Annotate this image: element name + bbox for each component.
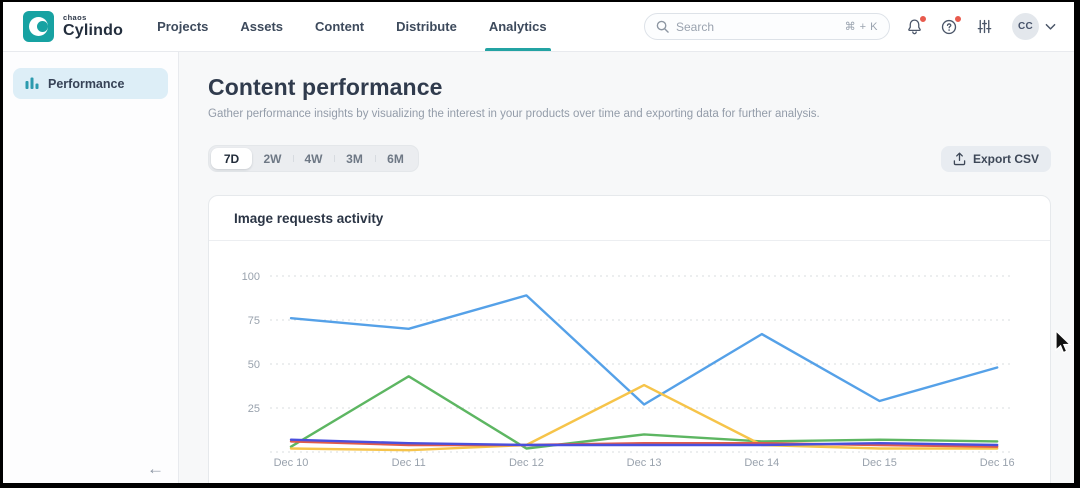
help-button[interactable] [938,14,962,38]
brand-chaos-label: chaos [63,12,87,22]
date-range-segmented-control: 7D 2W 4W 3M 6M [208,145,419,172]
y-axis-tick: 100 [242,271,260,283]
red-series-line [289,440,999,448]
range-6m-button[interactable]: 6M [375,148,416,169]
search-placeholder: Search [676,19,715,34]
x-axis-tick: Dec 12 [509,457,544,469]
settings-filter-button[interactable] [973,16,995,38]
brand-cylindo-label: Cylindo [63,22,124,40]
x-axis-tick: Dec 11 [392,457,426,469]
search-icon [656,20,669,33]
avatar[interactable]: CC [1012,13,1039,40]
primary-nav: Projects Assets Content Distribute Analy… [157,2,551,51]
y-axis-tick: 50 [248,359,260,371]
nav-distribute[interactable]: Distribute [396,19,457,34]
top-navigation-bar: chaos Cylindo Projects Assets Content Di… [3,2,1074,52]
sidebar-item-label: Performance [48,76,125,91]
page-subtitle: Gather performance insights by visualizi… [208,108,820,120]
nav-analytics[interactable]: Analytics [484,2,551,51]
help-badge [954,14,962,23]
nav-projects[interactable]: Projects [157,19,209,34]
cylindo-logo[interactable]: chaos Cylindo [23,11,123,42]
indigo-series-line [289,438,999,447]
sidebar: Performance ← [3,52,179,483]
chevron-down-icon [1045,23,1056,30]
main-content: Content performance Gather performance i… [179,52,1074,483]
y-axis-tick: 25 [248,403,260,415]
cylindo-logo-icon [23,11,54,42]
range-4w-button[interactable]: 4W [293,148,334,169]
blue-series-line [289,294,999,406]
notifications-button[interactable] [903,14,927,38]
search-shortcut: ⌘ + K [844,21,878,33]
y-axis-tick: 75 [248,315,260,327]
controls-row: 7D 2W 4W 3M 6M Export CSV [208,145,1051,172]
nav-assets[interactable]: Assets [240,19,284,34]
card-title: Image requests activity [209,196,1050,241]
sidebar-item-performance[interactable]: Performance [13,68,168,99]
image-requests-chart-canvas[interactable]: 25 50 75 100 Dec 10 Dec 11 Dec 12 Dec 13 Dec 14 D… [209,241,1050,479]
export-csv-button[interactable]: Export CSV [940,145,1051,172]
image-requests-activity-card: Image requests activity 25 50 75 100 Dec 10 D… [208,195,1051,483]
x-axis-tick: Dec 13 [627,457,662,469]
bell-icon [907,19,921,35]
export-icon [953,152,966,165]
sliders-icon [977,19,991,34]
notification-badge [919,14,927,23]
x-axis-tick: Dec 10 [274,457,309,469]
app-window: chaos Cylindo Projects Assets Content Di… [3,2,1074,483]
sidebar-collapse-button[interactable]: ← [147,459,164,478]
nav-content[interactable]: Content [315,19,365,34]
line-chart[interactable]: 25 50 75 100 Dec 10 Dec 11 Dec 12 Dec 13 Dec 14 D… [209,241,1050,479]
x-axis-tick: Dec 14 [744,457,779,469]
page-title: Content performance [208,74,443,100]
x-axis-tick: Dec 15 [862,457,897,469]
x-axis-tick: Dec 16 [980,457,1015,469]
yellow-series-line [289,383,999,452]
bar-chart-icon [25,77,39,89]
range-2w-button[interactable]: 2W [263,151,282,166]
search-input[interactable]: Search ⌘ + K [644,13,890,40]
export-csv-label: Export CSV [972,151,1039,166]
range-3m-button[interactable]: 3M [334,148,375,169]
account-menu[interactable]: CC [1012,13,1056,40]
help-icon [941,19,957,34]
green-series-line [289,375,999,450]
range-7d-button[interactable]: 7D [211,148,252,169]
